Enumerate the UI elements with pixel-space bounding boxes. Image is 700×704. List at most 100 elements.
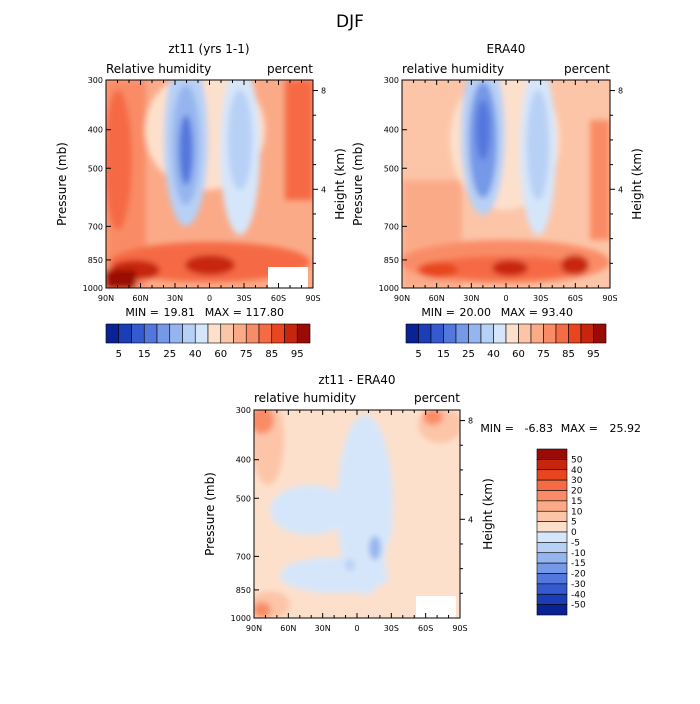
colorbar-label: 40 xyxy=(571,466,583,476)
field-warm-right xyxy=(285,80,313,200)
colorbar-box xyxy=(555,323,569,344)
colorbar-label: -30 xyxy=(571,580,586,590)
x-tick-label: 90S xyxy=(305,294,320,303)
panel-era40-left-label: relative humidity xyxy=(402,62,504,76)
panel-zt11-max-value: 117.80 xyxy=(246,306,285,319)
panel-era40-max-label: MAX = xyxy=(501,306,538,319)
field-pos-bottom-left-core xyxy=(254,602,271,618)
x-tick-label: 30S xyxy=(236,294,251,303)
colorbar-box xyxy=(536,510,568,522)
colorbar-label: 85 xyxy=(265,349,278,360)
field-band-core-3 xyxy=(418,262,458,278)
colorbar-label: 20 xyxy=(571,487,583,497)
field-shapes xyxy=(106,80,313,288)
x-tick-label: 0 xyxy=(503,294,508,303)
panel-difference-ylabel: Pressure (mb) xyxy=(203,472,217,556)
colorbar-box xyxy=(536,500,568,512)
field-neg-core-1 xyxy=(369,536,381,560)
missing-data-patch xyxy=(416,596,456,618)
colorbar-box xyxy=(505,323,519,344)
colorbar-label: 75 xyxy=(240,349,253,360)
panel-era40-field xyxy=(402,80,610,288)
colorbar-box xyxy=(536,604,568,616)
x-tick-label: 60S xyxy=(418,624,433,633)
colorbar-label: 50 xyxy=(571,455,583,465)
field-dry-30n-3 xyxy=(476,100,490,160)
x-tick-label: 30N xyxy=(167,294,183,303)
colorbar-box xyxy=(455,323,469,344)
colorbar-label: 60 xyxy=(512,349,525,360)
colorbar-label: 15 xyxy=(437,349,450,360)
colorbar-box xyxy=(220,323,234,344)
panel-difference-min-label: MIN = xyxy=(480,422,514,435)
panel-difference-max-value: 25.92 xyxy=(610,422,642,435)
colorbar-box xyxy=(480,323,494,344)
colorbar-label: -40 xyxy=(571,590,586,600)
colorbar-box xyxy=(194,323,209,344)
colorbar-box xyxy=(233,323,247,344)
field-pos-top-right-core xyxy=(423,410,443,425)
field-pos-top-left xyxy=(254,410,274,434)
field-band-core-1 xyxy=(492,260,528,276)
x-tick-label: 90S xyxy=(602,294,617,303)
colorbar-box xyxy=(443,323,457,344)
panel-era40: ERA40 relative humidity percent 90 xyxy=(351,42,644,360)
colorbar-box xyxy=(258,323,273,344)
colorbar-box xyxy=(580,323,594,344)
x-tick-label: 90N xyxy=(98,294,114,303)
colorbar-box xyxy=(296,323,311,344)
colorbar-label: 30 xyxy=(571,476,583,486)
field-neg-mid-3 xyxy=(280,557,390,593)
panel-era40-axes: 90N 60N 30N 0 30S 60S 90S 300 400 500 700 850 1000 8 4 xyxy=(379,76,623,303)
colorbar-label: 15 xyxy=(571,497,582,507)
panel-difference-right-label: percent xyxy=(414,391,460,405)
panel-era40-title: ERA40 xyxy=(487,42,526,56)
colorbar-box xyxy=(536,479,568,491)
panel-era40-ylabel: Pressure (mb) xyxy=(351,142,365,226)
y-tick-label: 500 xyxy=(236,494,251,503)
colorbar-box xyxy=(530,323,544,344)
y-tick-label: 400 xyxy=(384,126,399,135)
field-neg-mid-1 xyxy=(270,485,350,535)
y-tick-label: 300 xyxy=(384,76,399,85)
figure-title: DJF xyxy=(336,12,364,32)
colorbar-box xyxy=(105,323,120,344)
panel-era40-colorbar: 5 15 25 40 60 75 85 95 xyxy=(405,323,607,360)
panel-era40-right-label: percent xyxy=(564,62,610,76)
field-dry-30s-2 xyxy=(527,90,549,200)
y-tick-label: 850 xyxy=(236,586,251,595)
colorbar-box xyxy=(536,521,568,533)
panel-difference-axes: 90N 60N 30N 0 30S 60S 90S 300 400 500 700 850 1000 8 4 xyxy=(231,406,473,633)
colorbar-label: -15 xyxy=(571,559,586,569)
y-tick-label: 1000 xyxy=(83,284,103,293)
panel-era40-min-label: MIN = xyxy=(421,306,455,319)
colorbar-box xyxy=(118,323,132,344)
panel-zt11-min-value: 19.81 xyxy=(164,306,196,319)
y2-tick-label: 8 xyxy=(618,87,623,96)
panel-difference-y2label: Height (km) xyxy=(481,478,495,549)
panel-difference-left-label: relative humidity xyxy=(254,391,356,405)
y-tick-label: 400 xyxy=(88,126,103,135)
y-tick-label: 700 xyxy=(88,222,103,231)
panel-zt11-max-label: MAX = xyxy=(205,306,242,319)
y-tick-label: 700 xyxy=(384,222,399,231)
colorbar-label: 15 xyxy=(138,349,151,360)
colorbar-box xyxy=(143,323,158,344)
colorbar-label: -20 xyxy=(571,570,586,580)
panel-zt11-left-label: Relative humidity xyxy=(106,62,211,76)
colorbar-box xyxy=(543,323,557,344)
x-tick-label: 90N xyxy=(394,294,410,303)
colorbar-box xyxy=(418,323,432,344)
field-warm-left-core xyxy=(106,90,132,230)
y2-tick-label: 8 xyxy=(321,87,326,96)
colorbar-label: 95 xyxy=(291,349,304,360)
colorbar-box xyxy=(536,593,568,605)
panel-zt11-right-label: percent xyxy=(267,62,313,76)
x-tick-label: 30S xyxy=(533,294,548,303)
x-tick-label: 30S xyxy=(384,624,399,633)
colorbar-box xyxy=(405,323,419,344)
colorbar-box xyxy=(468,323,482,344)
colorbar-box xyxy=(493,323,507,344)
